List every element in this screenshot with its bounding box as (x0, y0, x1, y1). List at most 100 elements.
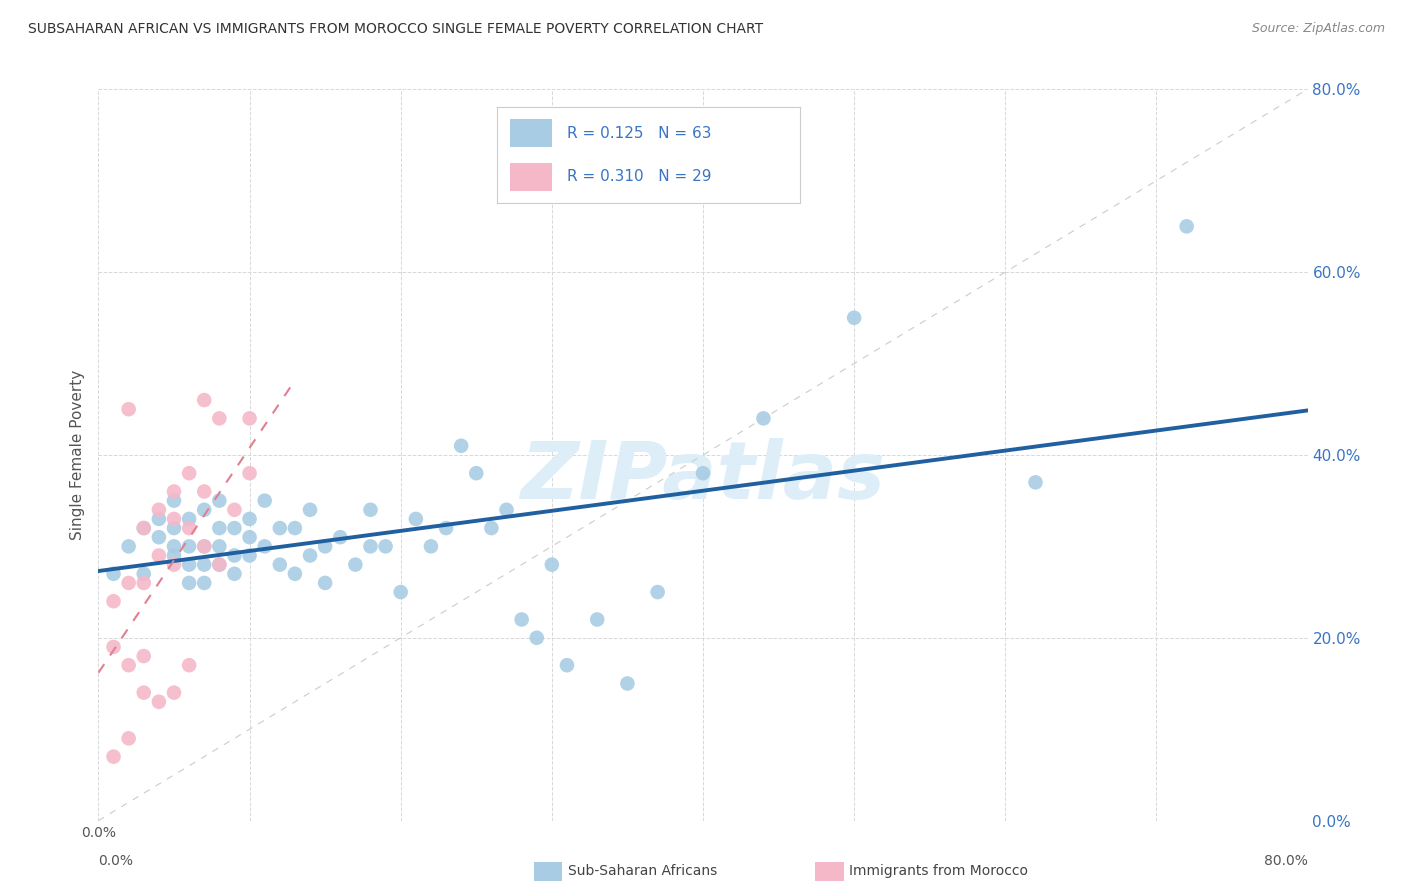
Point (752, 411, 775, 425)
Point (163, 484, 186, 499)
Text: 0.0%: 0.0% (98, 854, 134, 868)
Point (208, 411, 231, 425)
Point (132, 521, 155, 535)
Point (692, 466, 714, 480)
Point (163, 685, 186, 699)
Text: Immigrants from Morocco: Immigrants from Morocco (849, 864, 1028, 879)
Point (163, 493, 186, 508)
Point (118, 402, 141, 417)
Point (360, 539, 382, 553)
Point (526, 631, 548, 645)
Point (299, 502, 322, 516)
Point (148, 512, 170, 526)
Point (329, 530, 352, 544)
Point (239, 512, 262, 526)
Point (239, 466, 262, 480)
Point (314, 576, 336, 591)
Point (118, 658, 141, 673)
Point (586, 613, 609, 627)
Point (163, 512, 186, 526)
Point (118, 731, 141, 746)
Point (103, 749, 125, 764)
Point (193, 484, 215, 499)
Point (239, 549, 262, 563)
Point (1175, 219, 1198, 234)
Point (193, 502, 215, 516)
Text: SUBSAHARAN AFRICAN VS IMMIGRANTS FROM MOROCCO SINGLE FEMALE POVERTY CORRELATION : SUBSAHARAN AFRICAN VS IMMIGRANTS FROM MO… (28, 22, 763, 37)
Point (253, 539, 276, 553)
Point (208, 558, 231, 572)
Point (239, 530, 262, 544)
Point (193, 392, 215, 407)
Point (360, 502, 382, 516)
Point (163, 539, 186, 553)
Point (314, 539, 336, 553)
Point (208, 558, 231, 572)
Point (179, 521, 201, 535)
Point (208, 493, 231, 508)
Point (344, 558, 367, 572)
Point (103, 566, 125, 581)
Point (179, 539, 201, 553)
Point (647, 585, 669, 599)
Point (179, 512, 201, 526)
Point (224, 502, 246, 516)
Point (179, 576, 201, 591)
Point (481, 521, 503, 535)
Point (284, 521, 307, 535)
Point (163, 558, 186, 572)
Point (179, 658, 201, 673)
Point (148, 695, 170, 709)
Text: ZIPatlas: ZIPatlas (520, 438, 886, 516)
Point (179, 558, 201, 572)
Point (1024, 475, 1046, 490)
Point (193, 558, 215, 572)
Point (224, 521, 246, 535)
Point (239, 411, 262, 425)
Point (555, 658, 578, 673)
Point (208, 539, 231, 553)
Point (269, 558, 291, 572)
Point (103, 640, 125, 654)
Point (616, 676, 638, 690)
Point (148, 549, 170, 563)
Point (132, 566, 155, 581)
Point (299, 549, 322, 563)
Point (465, 466, 488, 480)
Point (510, 613, 533, 627)
Point (253, 493, 276, 508)
Point (284, 566, 307, 581)
Point (224, 549, 246, 563)
Point (148, 502, 170, 516)
Text: 80.0%: 80.0% (1264, 854, 1308, 868)
Point (495, 502, 517, 516)
Text: Source: ZipAtlas.com: Source: ZipAtlas.com (1251, 22, 1385, 36)
Point (148, 530, 170, 544)
Point (193, 539, 215, 553)
Point (450, 439, 472, 453)
Point (179, 466, 201, 480)
Point (389, 585, 412, 599)
Point (208, 521, 231, 535)
Point (434, 521, 457, 535)
Point (405, 512, 427, 526)
Point (420, 539, 443, 553)
Point (269, 521, 291, 535)
Point (224, 566, 246, 581)
Point (193, 539, 215, 553)
Point (118, 539, 141, 553)
Y-axis label: Single Female Poverty: Single Female Poverty (70, 370, 86, 540)
Point (103, 594, 125, 608)
Point (132, 576, 155, 591)
Point (374, 539, 396, 553)
Point (118, 576, 141, 591)
Point (163, 521, 186, 535)
Point (132, 685, 155, 699)
Point (193, 576, 215, 591)
Point (540, 558, 562, 572)
Point (844, 310, 866, 325)
Point (132, 649, 155, 664)
Point (163, 549, 186, 563)
Point (132, 521, 155, 535)
Text: Sub-Saharan Africans: Sub-Saharan Africans (568, 864, 717, 879)
